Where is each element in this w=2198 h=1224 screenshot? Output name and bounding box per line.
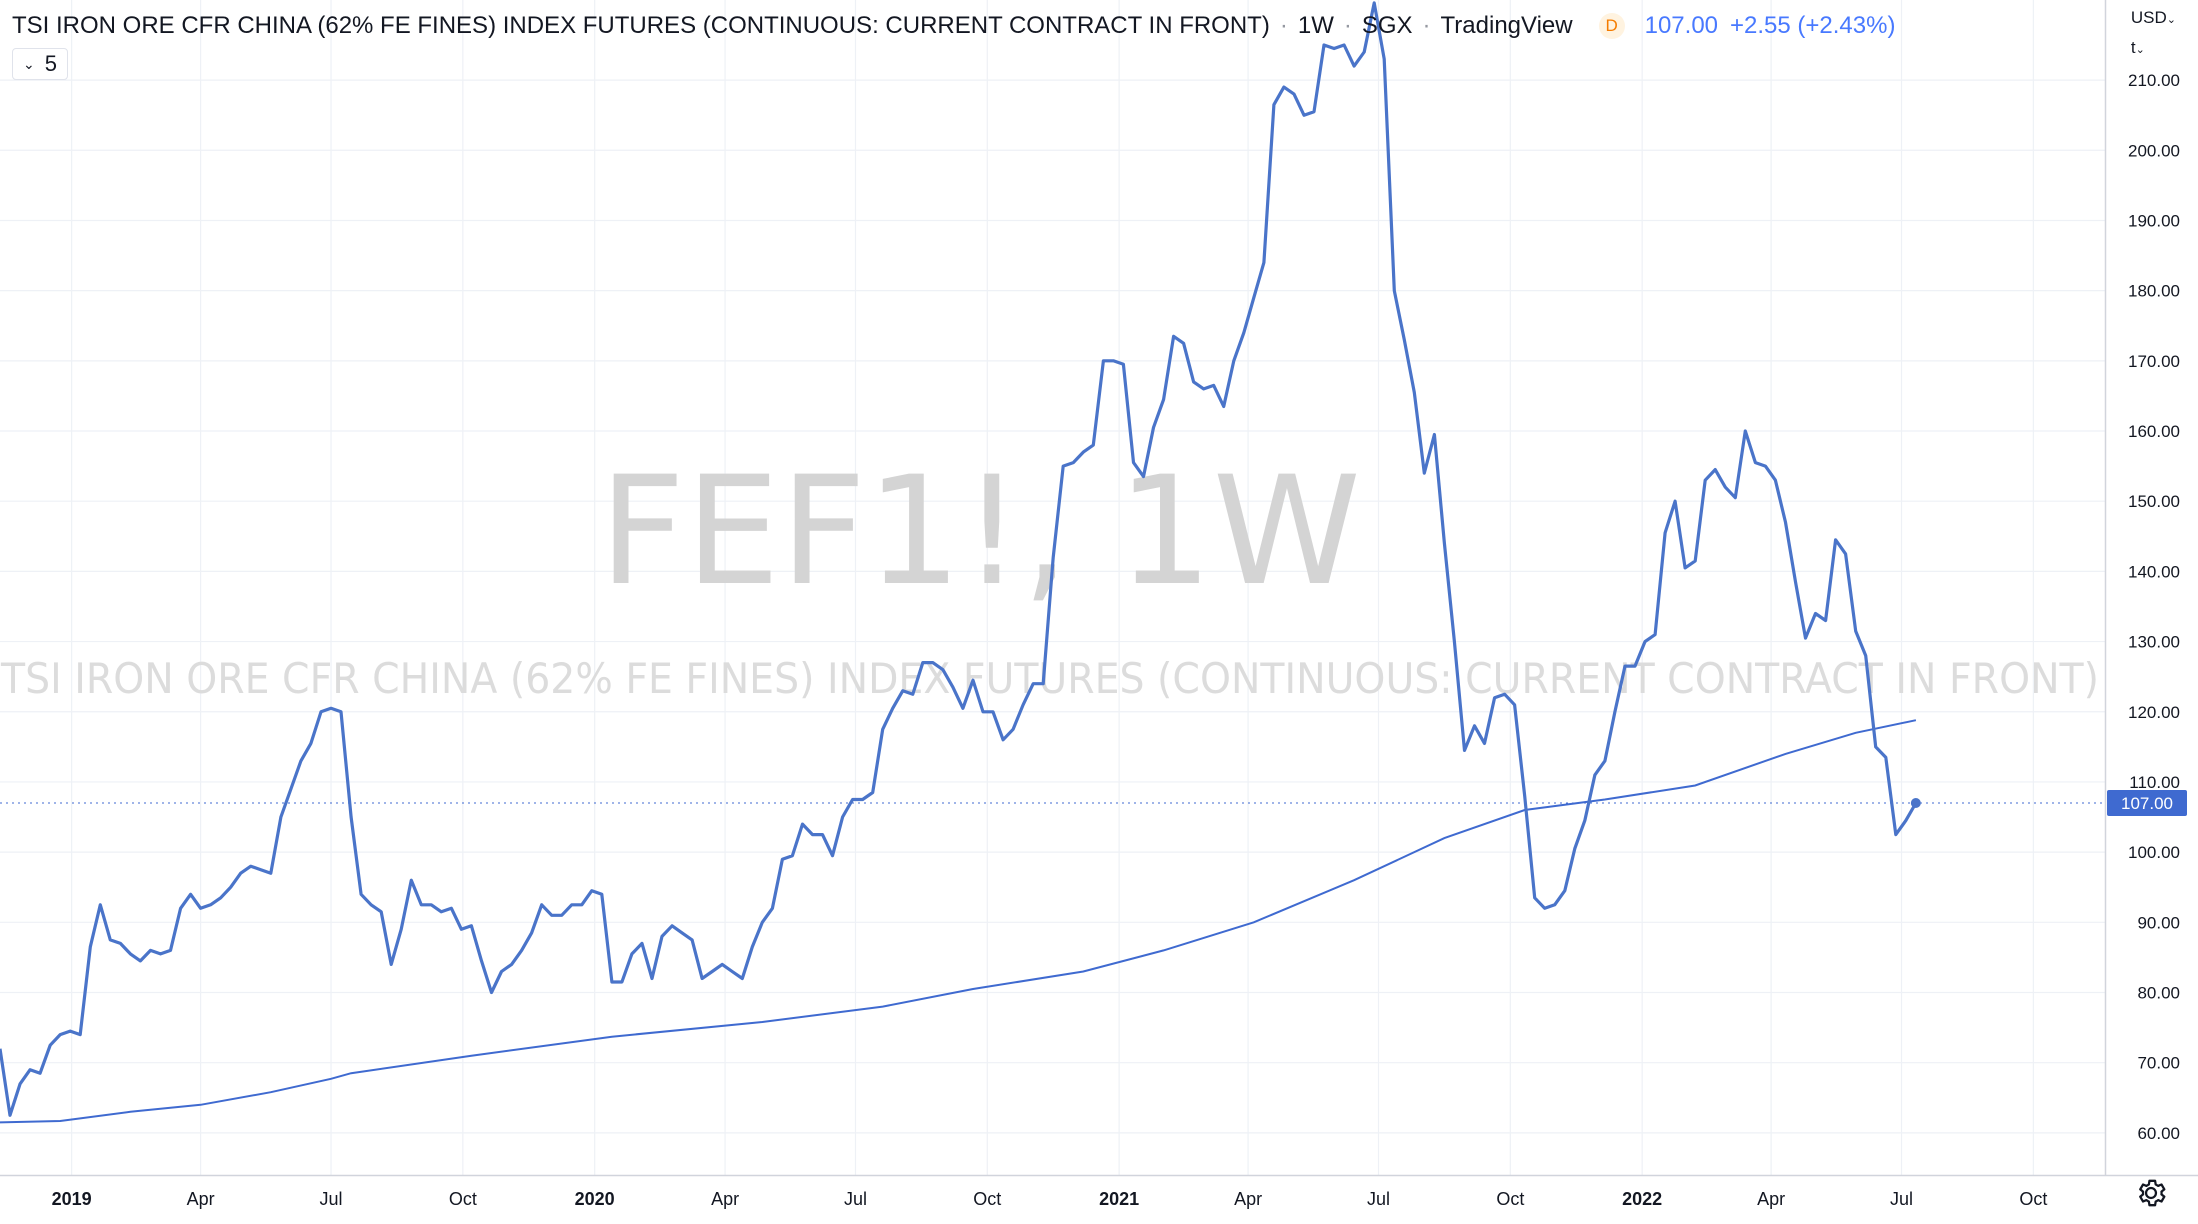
indicator-legend-toggle[interactable]: ⌄ 5 (12, 48, 68, 80)
unit-label: t (2130, 38, 2136, 57)
currency-unit-selector[interactable]: USD⌄ t⌄ (2131, 4, 2176, 64)
time-tick-label: Jul (1890, 1189, 1913, 1209)
price-change-value: +2.55 (+2.43%) (1730, 12, 1896, 39)
price-tick-label: 60.00 (2137, 1124, 2180, 1143)
chevron-down-icon: ⌄ (23, 55, 35, 72)
time-tick-label: Oct (1496, 1189, 1524, 1209)
gear-icon[interactable] (2134, 1176, 2168, 1210)
price-tick-label: 150.00 (2128, 492, 2180, 511)
last-price-marker (1910, 798, 1921, 809)
time-tick-label: Jul (1367, 1189, 1390, 1209)
time-tick-label: Oct (973, 1189, 1001, 1209)
price-tick-label: 70.00 (2137, 1054, 2180, 1073)
price-tick-label: 170.00 (2128, 352, 2180, 371)
watermark-description: TSI IRON ORE CFR CHINA (62% FE FINES) IN… (0, 654, 2099, 703)
time-tick-label: Jul (320, 1189, 343, 1209)
price-tick-label: 140.00 (2128, 562, 2180, 581)
watermark-symbol: FEF1!, 1W (599, 445, 1361, 619)
time-tick-label: Oct (449, 1189, 477, 1209)
time-tick-label: Oct (2019, 1189, 2047, 1209)
time-tick-label: 2022 (1622, 1189, 1662, 1209)
price-tick-label: 160.00 (2128, 422, 2180, 441)
symbol-name[interactable]: TSI IRON ORE CFR CHINA (62% FE FINES) IN… (12, 12, 1270, 39)
price-tick-label: 180.00 (2128, 282, 2180, 301)
price-tick-label: 200.00 (2128, 141, 2180, 160)
time-tick-label: Apr (1234, 1189, 1262, 1209)
separator: · (1279, 12, 1288, 39)
price-tick-label: 190.00 (2128, 211, 2180, 230)
time-tick-label: 2020 (575, 1189, 615, 1209)
chevron-down-icon: ⌄ (2166, 14, 2176, 26)
delay-badge[interactable]: D (1598, 13, 1625, 39)
time-tick-label: Apr (1757, 1189, 1785, 1209)
price-tick-label: 80.00 (2137, 984, 2180, 1003)
chevron-down-icon: ⌄ (2135, 44, 2145, 56)
currency-label: USD (2130, 8, 2167, 27)
last-price-value: 107.00 (1644, 12, 1719, 39)
price-tick-label: 210.00 (2128, 71, 2180, 90)
vertical-gridlines (71, 0, 2034, 1175)
moving-average-line (0, 719, 1917, 1124)
last-price-label: 107.00 (2121, 794, 2173, 813)
price-tick-label: 130.00 (2128, 633, 2180, 652)
price-axis[interactable]: 60.00 70.00 80.00 90.00 100.00 110.00 120.00 13… (2128, 71, 2180, 1143)
price-tick-label: 100.00 (2128, 843, 2180, 862)
last-price-tag: 107.00 (2107, 790, 2187, 817)
price-tick-label: 110.00 (2129, 773, 2180, 792)
separator: · (1343, 12, 1352, 39)
time-tick-label: Apr (711, 1189, 739, 1209)
time-tick-label: Jul (844, 1189, 867, 1209)
price-tick-label: 90.00 (2137, 913, 2180, 932)
time-axis[interactable]: 2019 Apr Jul Oct 2020 Apr Jul Oct 2021 Apr Jul Oct 2… (52, 1189, 2048, 1209)
price-series-line[interactable] (0, 1, 1918, 1117)
time-tick-label: 2021 (1099, 1189, 1139, 1209)
exchange-label: SGX (1361, 12, 1413, 39)
time-tick-label: 2019 (52, 1189, 92, 1209)
time-tick-label: Apr (187, 1189, 215, 1209)
price-tick-label: 120.00 (2128, 703, 2180, 722)
separator: · (1422, 12, 1431, 39)
source-label: TradingView (1440, 12, 1573, 39)
indicator-value: 5 (44, 51, 57, 76)
chart-header: TSI IRON ORE CFR CHINA (62% FE FINES) IN… (12, 8, 1895, 44)
interval-label[interactable]: 1W (1297, 12, 1334, 39)
